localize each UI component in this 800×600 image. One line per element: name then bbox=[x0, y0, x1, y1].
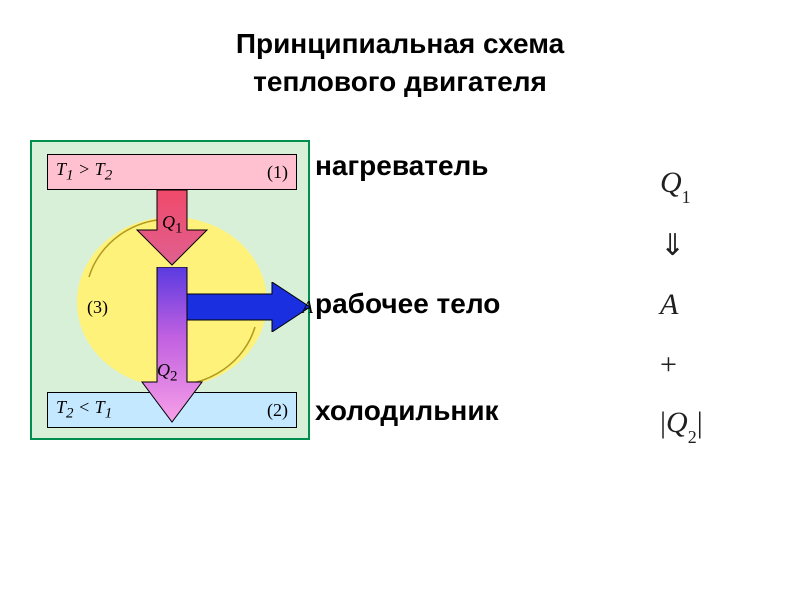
working-body-label: рабочее тело bbox=[315, 288, 500, 320]
q2-arrow-icon bbox=[139, 267, 205, 427]
eq-down-arrow-icon: ⇓ bbox=[660, 215, 750, 275]
page-title: Принципиальная схема теплового двигателя bbox=[0, 0, 800, 101]
q1-label: Q1 bbox=[162, 212, 183, 238]
heater-box: T1 > T2 (1) bbox=[47, 154, 297, 190]
title-line2: теплового двигателя bbox=[253, 66, 547, 97]
title-line1: Принципиальная схема bbox=[236, 28, 564, 59]
cooler-number: (2) bbox=[267, 400, 288, 421]
eq-q1: Q1 bbox=[660, 155, 750, 215]
eq-q2: |Q2| bbox=[660, 395, 750, 455]
cooler-formula: T2 < T1 bbox=[56, 397, 112, 423]
diagram-frame: T1 > T2 (1) T2 < T1 (2) (3) Q1 A bbox=[30, 140, 310, 440]
cycle-number: (3) bbox=[87, 297, 108, 318]
cooler-label: холодильник bbox=[315, 395, 499, 427]
eq-plus: + bbox=[660, 335, 750, 395]
heater-label: нагреватель bbox=[315, 150, 489, 182]
a-label: A bbox=[302, 297, 313, 318]
q2-label: Q2 bbox=[157, 360, 178, 386]
equation-column: Q1 ⇓ A + |Q2| bbox=[660, 155, 750, 455]
eq-a: A bbox=[660, 275, 750, 335]
heater-formula: T1 > T2 bbox=[56, 159, 112, 185]
heater-number: (1) bbox=[267, 162, 288, 183]
